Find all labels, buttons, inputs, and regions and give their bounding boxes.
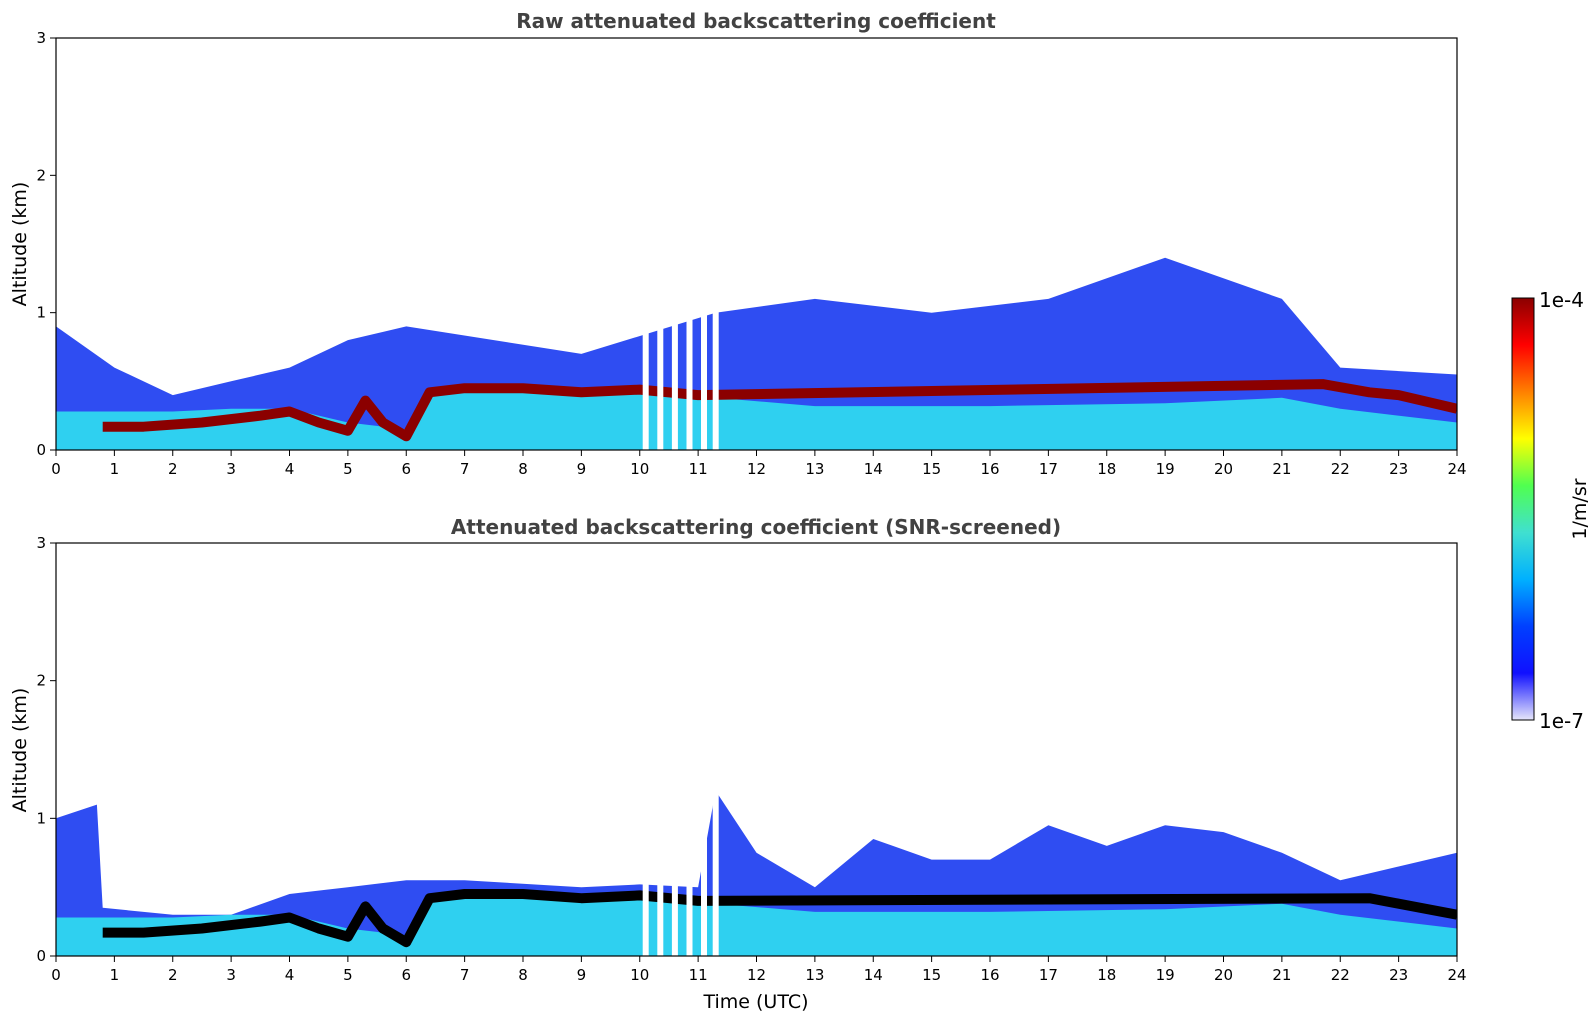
ticks-screened: 0 1 2 3 4 5 6 7 8 9 10 11 12 13 14 15 16 17 18 19 20 21 22 23 24…: [36, 534, 1466, 984]
x-tick-label: 18: [1097, 460, 1116, 478]
data-gap: [671, 543, 678, 956]
x-tick-label: 16: [980, 966, 999, 984]
x-tick-label: 20: [1214, 966, 1233, 984]
y-tick-label: 2: [36, 166, 46, 184]
x-tick-label: 18: [1097, 966, 1116, 984]
x-tick-label: 15: [922, 966, 941, 984]
y-tick-label: 0: [36, 947, 46, 965]
y-tick-label: 1: [36, 304, 46, 322]
y-tick-label: 3: [36, 534, 46, 552]
x-tick-label: 16: [980, 460, 999, 478]
x-tick-label: 14: [864, 460, 883, 478]
colorbar-min-label: 1e-7: [1539, 709, 1584, 733]
x-tick-label: 17: [1039, 460, 1058, 478]
x-tick-label: 17: [1039, 966, 1058, 984]
x-tick-label: 12: [747, 460, 766, 478]
y-tick-label: 3: [36, 29, 46, 47]
x-tick-label: 4: [285, 460, 295, 478]
x-tick-label: 6: [401, 966, 411, 984]
x-tick-label: 0: [51, 966, 61, 984]
x-tick-label: 13: [805, 966, 824, 984]
x-tick-label: 23: [1389, 460, 1408, 478]
colorbar-unit-label: 1/m/sr: [1569, 478, 1591, 539]
x-tick-label: 12: [747, 966, 766, 984]
data-gap: [686, 543, 693, 956]
x-tick-label: 22: [1331, 966, 1350, 984]
panel-title-raw: Raw attenuated backscattering coefficien…: [516, 9, 996, 33]
x-tick-label: 14: [864, 966, 883, 984]
x-tick-label: 1: [110, 460, 120, 478]
data-gap: [712, 543, 719, 956]
x-tick-label: 5: [343, 966, 353, 984]
y-axis-label-raw: Altitude (km): [9, 182, 31, 307]
colorbar: 1e-4 1e-7 1/m/sr: [1511, 288, 1591, 733]
plot-area-raw: [56, 38, 1457, 450]
x-tick-label: 2: [168, 966, 178, 984]
x-tick-label: 4: [285, 966, 295, 984]
x-tick-label: 0: [51, 460, 61, 478]
x-tick-label: 7: [460, 966, 470, 984]
colorbar-max-label: 1e-4: [1539, 288, 1584, 312]
colorbar-bar: [1511, 297, 1535, 721]
x-tick-label: 8: [518, 460, 528, 478]
x-tick-label: 22: [1331, 460, 1350, 478]
x-tick-label: 9: [577, 966, 587, 984]
x-tick-label: 20: [1214, 460, 1233, 478]
x-tick-label: 10: [630, 966, 649, 984]
layer-strong-layer: [102, 379, 1457, 442]
data-gap: [657, 38, 664, 450]
data-gap: [657, 543, 664, 956]
layer-aerosol-top: [56, 257, 1457, 450]
data-gap: [701, 543, 707, 956]
x-tick-label: 1: [110, 966, 120, 984]
y-tick-label: 2: [36, 672, 46, 690]
plot-area-screened: [56, 543, 1457, 956]
data-gap: [701, 38, 707, 450]
x-tick-label: 11: [689, 966, 708, 984]
x-tick-label: 15: [922, 460, 941, 478]
y-axis-label-screened: Altitude (km): [9, 688, 31, 813]
panel-raw: Raw attenuated backscattering coefficien…: [9, 9, 1467, 478]
x-tick-label: 3: [226, 966, 236, 984]
x-tick-label: 23: [1389, 966, 1408, 984]
data-gap: [671, 38, 678, 450]
x-tick-label: 24: [1447, 460, 1466, 478]
x-tick-label: 19: [1156, 460, 1175, 478]
x-tick-label: 7: [460, 460, 470, 478]
x-tick-label: 10: [630, 460, 649, 478]
data-gap: [686, 38, 693, 450]
x-tick-label: 24: [1447, 966, 1466, 984]
panel-title-screened: Attenuated backscattering coefficient (S…: [451, 515, 1061, 539]
x-tick-label: 2: [168, 460, 178, 478]
x-tick-label: 11: [689, 460, 708, 478]
x-axis-label: Time (UTC): [702, 991, 808, 1013]
y-tick-label: 1: [36, 809, 46, 827]
x-tick-label: 9: [577, 460, 587, 478]
data-gap: [712, 38, 719, 450]
layer-strong-layer: [102, 889, 1457, 948]
x-tick-label: 19: [1156, 966, 1175, 984]
x-tick-label: 3: [226, 460, 236, 478]
x-tick-label: 6: [401, 460, 411, 478]
panel-screened: Attenuated backscattering coefficient (S…: [9, 515, 1467, 1013]
x-tick-label: 5: [343, 460, 353, 478]
data-gap: [642, 38, 649, 450]
x-tick-label: 21: [1272, 966, 1291, 984]
x-tick-label: 21: [1272, 460, 1291, 478]
y-tick-label: 0: [36, 441, 46, 459]
ticks-raw: 0 1 2 3 4 5 6 7 8 9 10 11 12 13 14 15 16 17 18 19 20 21 22 23 24…: [36, 29, 1466, 478]
data-gap: [642, 543, 649, 956]
x-tick-label: 13: [805, 460, 824, 478]
x-tick-label: 8: [518, 966, 528, 984]
